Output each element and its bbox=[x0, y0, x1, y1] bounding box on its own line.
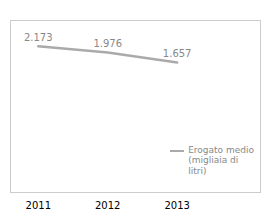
svg-text:2012: 2012 bbox=[95, 200, 120, 211]
svg-text:1.657: 1.657 bbox=[163, 48, 192, 59]
html-text:Erogato medio (migliaia di lit: Erogato medio (migliaia di litri) bbox=[188, 145, 254, 176]
svg-text:2011: 2011 bbox=[26, 200, 51, 211]
svg-text:2.173: 2.173 bbox=[24, 32, 53, 43]
svg-text:1.976: 1.976 bbox=[93, 38, 122, 49]
svg-text:2013: 2013 bbox=[164, 200, 189, 211]
